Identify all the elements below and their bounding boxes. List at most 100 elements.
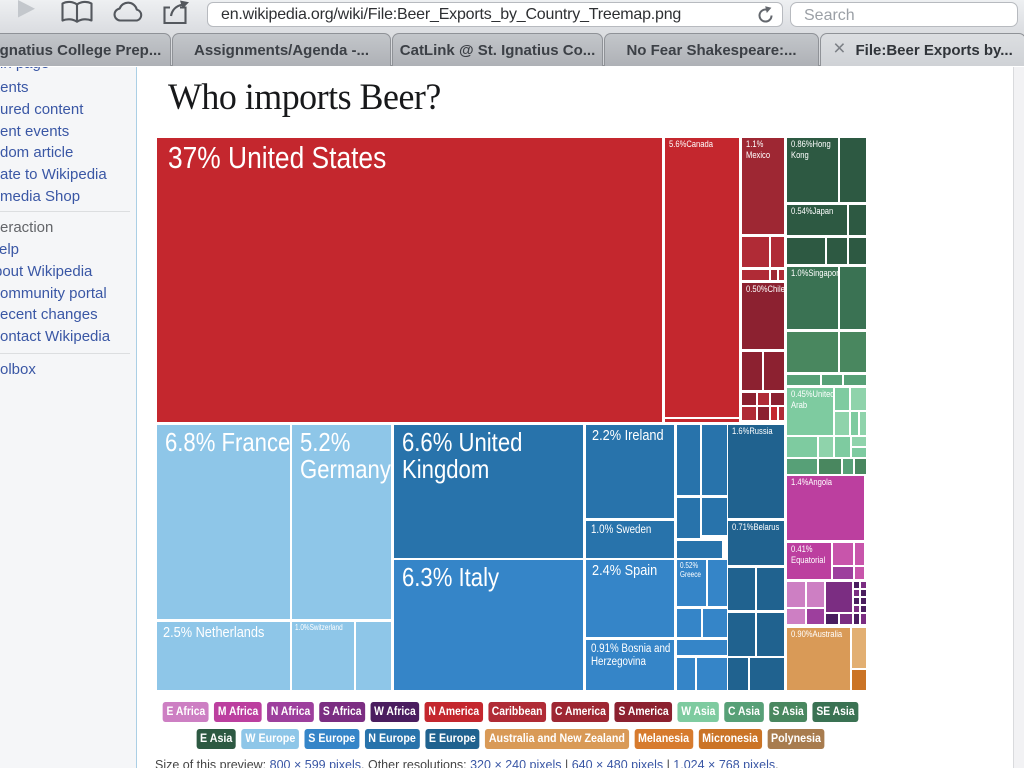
treemap-block-singapore: 1.0%Singapore bbox=[787, 267, 838, 329]
treemap-block bbox=[840, 138, 866, 202]
tab-label: Assignments/Agenda -... bbox=[193, 41, 370, 59]
treemap-block-equatorial: 0.41% Equatorial bbox=[787, 543, 831, 579]
tab-1[interactable]: gnatius College Prep... bbox=[0, 33, 171, 66]
icloud-tabs-icon[interactable] bbox=[111, 0, 145, 24]
treemap-block bbox=[854, 606, 859, 612]
treemap-block-label: 0.54%Japan bbox=[791, 206, 834, 217]
sidebar-item[interactable]: ommunity portal bbox=[0, 285, 107, 302]
sidebar-item[interactable]: in page bbox=[0, 67, 49, 72]
treemap-block bbox=[703, 609, 727, 637]
treemap-block bbox=[827, 238, 847, 264]
treemap-block bbox=[835, 412, 849, 435]
tab-4[interactable]: No Fear Shakespeare:... bbox=[604, 33, 819, 66]
treemap-block bbox=[771, 237, 784, 267]
sidebar-item[interactable]: ent events bbox=[0, 123, 70, 140]
treemap-block-ireland: 2.2% Ireland bbox=[586, 425, 674, 518]
treemap-block bbox=[771, 270, 777, 280]
sidebar-item[interactable]: tents bbox=[0, 79, 29, 96]
legend-badge-e-europe: E Europe bbox=[425, 729, 480, 749]
treemap-block bbox=[807, 582, 824, 607]
treemap-block-label: 1.0%Switzerland bbox=[295, 623, 343, 632]
legend-badge-c-asia: C Asia bbox=[724, 702, 764, 722]
sidebar-item[interactable]: ecent changes bbox=[0, 306, 98, 323]
legend-badge-australia-and-new-zealand: Australia and New Zealand bbox=[485, 729, 629, 749]
sidebar-item[interactable]: olbox bbox=[0, 361, 36, 378]
treemap-block-united-states: 37% United States bbox=[157, 138, 662, 422]
treemap-block bbox=[742, 270, 769, 280]
preview-text: . Other resolutions: bbox=[361, 758, 471, 768]
preview-resolution-link[interactable]: 1,024 × 768 pixels bbox=[673, 758, 776, 768]
treemap-block bbox=[702, 425, 727, 495]
wikipedia-sidebar: in page tents ured content ent events dom ar… bbox=[0, 67, 137, 768]
sidebar-item[interactable]: ate to Wikipedia bbox=[0, 166, 107, 183]
treemap-block-label: 1.0%Singapore bbox=[791, 268, 838, 279]
treemap-block bbox=[822, 375, 842, 385]
treemap-block-spain: 2.4% Spain bbox=[586, 560, 674, 637]
treemap-block-germany: 5.2% Germany bbox=[292, 425, 391, 619]
tab-3[interactable]: CatLink @ St. Ignatius Co... bbox=[392, 33, 603, 66]
treemap-block-label: 5.2% Germany bbox=[300, 427, 391, 485]
treemap-block bbox=[757, 568, 784, 610]
preview-text: | bbox=[561, 758, 572, 768]
sidebar-item[interactable]: media Shop bbox=[0, 188, 81, 205]
tab-close-icon[interactable]: × bbox=[833, 37, 846, 60]
preview-text: Size of this preview: bbox=[155, 758, 270, 768]
legend-badge-se-asia: SE Asia bbox=[812, 702, 859, 722]
treemap-legend-row2: E Asia W Europe S Europe N Europe E Europe Au… bbox=[180, 729, 841, 749]
treemap-block-switzerland: 1.0%Switzerland bbox=[292, 622, 354, 690]
tab-label: File:Beer Exports by... bbox=[855, 41, 1013, 59]
treemap-block bbox=[702, 498, 727, 535]
forward-icon[interactable] bbox=[18, 0, 36, 18]
bookmarks-icon[interactable] bbox=[60, 0, 94, 24]
tab-5[interactable]: × File:Beer Exports by... bbox=[820, 33, 1024, 66]
treemap-block bbox=[757, 613, 784, 656]
treemap-block bbox=[771, 393, 784, 405]
treemap-block bbox=[728, 613, 755, 656]
tab-2[interactable]: Assignments/Agenda -... bbox=[172, 33, 391, 66]
treemap-block bbox=[855, 567, 864, 579]
treemap-block bbox=[844, 375, 866, 385]
preview-resolution-link[interactable]: 800 × 599 pixels bbox=[269, 758, 362, 768]
treemap-legend-row1: E Africa M Africa N Africa S Africa W Africa… bbox=[162, 702, 859, 722]
treemap-block bbox=[677, 609, 701, 637]
treemap-block bbox=[849, 205, 866, 235]
sidebar-item[interactable]: ured content bbox=[0, 101, 84, 118]
treemap-block bbox=[742, 237, 769, 267]
treemap-block bbox=[787, 375, 820, 385]
treemap-block-label: 0.91% Bosnia and Herzegovina bbox=[591, 643, 671, 668]
sidebar-item[interactable]: dom article bbox=[0, 144, 74, 161]
preview-resolution-link[interactable]: 320 × 240 pixels bbox=[470, 758, 562, 768]
treemap-block-belarus: 0.71%Belarus bbox=[728, 521, 784, 565]
treemap-block-france: 6.8% France bbox=[157, 425, 290, 619]
legend-badge-s-africa: S Africa bbox=[319, 702, 366, 722]
treemap-block bbox=[861, 606, 866, 612]
treemap-block-label: 2.2% Ireland bbox=[592, 427, 664, 444]
sidebar-item[interactable]: elp bbox=[0, 241, 20, 258]
tab-label: gnatius College Prep... bbox=[0, 41, 162, 59]
treemap-block bbox=[852, 670, 866, 690]
treemap-block-australia: 0.90%Australia bbox=[787, 628, 850, 690]
treemap-block bbox=[861, 582, 866, 588]
sidebar-item[interactable]: bout Wikipedia bbox=[0, 263, 93, 280]
share-icon[interactable] bbox=[161, 0, 193, 25]
address-bar[interactable]: en.wikipedia.org/wiki/File:Beer_Exports_… bbox=[207, 2, 783, 27]
treemap-block-bosnia-and-herzegovina: 0.91% Bosnia and Herzegovina bbox=[586, 640, 674, 690]
treemap-block bbox=[677, 640, 727, 655]
sidebar-item[interactable]: ontact Wikipedia bbox=[0, 328, 111, 345]
sidebar-item: eraction bbox=[0, 219, 54, 236]
legend-badge-w-asia: W Asia bbox=[677, 702, 720, 722]
page-right-margin bbox=[1013, 67, 1024, 768]
treemap-block bbox=[854, 582, 859, 588]
search-field[interactable]: Search bbox=[790, 2, 1018, 27]
treemap-block bbox=[764, 352, 784, 390]
treemap-block-label: 6.8% France bbox=[165, 427, 290, 457]
preview-resolution-link[interactable]: 640 × 480 pixels bbox=[571, 758, 664, 768]
legend-badge-s-europe: S Europe bbox=[304, 729, 359, 749]
treemap-block-label: 1.4%Angola bbox=[791, 477, 832, 488]
treemap-block bbox=[833, 543, 853, 565]
reload-icon[interactable] bbox=[756, 6, 775, 25]
treemap-block-united-kingdom: 6.6% United Kingdom bbox=[394, 425, 583, 558]
legend-badge-m-africa: M Africa bbox=[214, 702, 262, 722]
treemap-block-mexico: 1.1% Mexico bbox=[742, 138, 784, 234]
beer-imports-treemap[interactable]: 37% United States 5.6%Canada 1.1% Mexico 0.… bbox=[155, 137, 866, 690]
